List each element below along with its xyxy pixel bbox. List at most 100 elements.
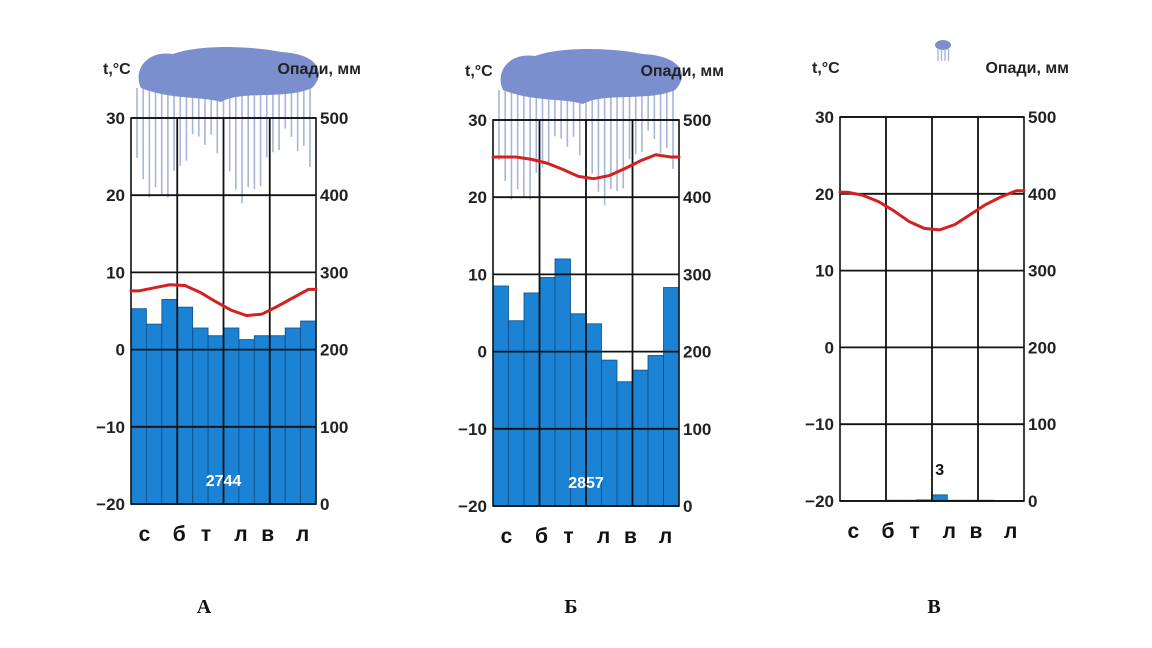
month-label: т: [910, 520, 920, 543]
precip-axis-title: Опади, мм: [277, 61, 361, 78]
precip-axis-title: Опади, мм: [640, 63, 724, 80]
month-label: б: [535, 525, 548, 548]
precip-bar: [508, 320, 525, 507]
precip-tick-label: 0: [1028, 492, 1037, 511]
precip-tick-label: 400: [320, 186, 348, 205]
precip-bar: [146, 323, 163, 505]
precip-bar: [269, 335, 286, 505]
precip-bar: [492, 285, 509, 507]
month-label: т: [201, 523, 211, 546]
temp-tick-label: 20: [815, 185, 834, 204]
month-label: в: [970, 520, 983, 543]
temp-tick-label: 0: [478, 343, 487, 362]
temp-tick-label: −10: [96, 418, 125, 437]
rain-cloud-icon: [136, 47, 319, 204]
temperature-line: [129, 283, 318, 318]
small-cloud-icon: [935, 40, 951, 61]
precip-tick-label: 100: [683, 420, 711, 439]
month-label: б: [882, 520, 895, 543]
temp-tick-label: 30: [468, 111, 487, 130]
plot-frame: [839, 116, 1025, 502]
cloud-shape: [500, 49, 682, 104]
temp-tick-label: 10: [468, 265, 487, 284]
temp-tick-label: 20: [106, 186, 125, 205]
annual-total-label: 2857: [568, 475, 604, 492]
temp-tick-label: 0: [116, 341, 125, 360]
precip-bar: [161, 299, 178, 505]
temp-tick-label: 0: [825, 338, 834, 357]
precip-tick-label: 300: [1028, 262, 1056, 281]
temp-tick-label: −20: [805, 492, 834, 511]
precip-tick-label: 500: [683, 111, 711, 130]
cloud-shape: [138, 47, 319, 102]
rain-cloud-icon: [498, 49, 682, 206]
precip-tick-label: 300: [320, 263, 348, 282]
precip-axis-title: Опади, мм: [985, 60, 1069, 77]
precip-bar: [176, 306, 194, 505]
temp-tick-label: −10: [458, 420, 487, 439]
temp-tick-label: −20: [458, 497, 487, 516]
precip-bar: [300, 320, 317, 505]
month-label: б: [173, 523, 186, 546]
precip-tick-label: 100: [320, 418, 348, 437]
month-label: л: [296, 523, 309, 546]
chart-caption-b: Б: [564, 596, 578, 618]
precip-tick-label: 500: [1028, 108, 1056, 127]
precip-tick-label: 200: [683, 343, 711, 362]
month-label: л: [943, 520, 956, 543]
month-label: в: [624, 525, 637, 548]
temp-tick-label: 10: [106, 263, 125, 282]
chart-caption-c: В: [927, 596, 941, 618]
month-label: л: [659, 525, 672, 548]
grid: [492, 119, 680, 507]
precip-bar: [931, 494, 948, 502]
precip-bar: [601, 359, 618, 507]
precip-bar: [523, 292, 540, 507]
month-label: л: [597, 525, 610, 548]
grid: [839, 116, 1025, 502]
precip-tick-label: 400: [1028, 185, 1056, 204]
precip-bar: [632, 369, 649, 507]
month-label: в: [261, 523, 274, 546]
precip-bar: [554, 258, 571, 507]
temp-axis-title: t,°C: [465, 63, 493, 80]
precip-bar: [647, 355, 664, 507]
precip-tick-label: 300: [683, 265, 711, 284]
precip-tick-label: 100: [1028, 415, 1056, 434]
cloud-shape: [935, 40, 951, 50]
month-label: л: [1004, 520, 1017, 543]
month-label: с: [847, 520, 859, 543]
temp-axis-title: t,°C: [103, 61, 131, 78]
precip-bar: [539, 277, 556, 507]
precip-tick-label: 200: [1028, 338, 1056, 357]
month-label: т: [563, 525, 573, 548]
temp-axis-title: t,°C: [812, 60, 840, 77]
grid: [130, 117, 317, 505]
temp-tick-label: −10: [805, 415, 834, 434]
temp-tick-label: 10: [815, 262, 834, 281]
precip-bar: [663, 287, 680, 507]
precip-tick-label: 400: [683, 188, 711, 207]
month-label: л: [234, 523, 247, 546]
temperature-line: [491, 153, 681, 181]
month-label: с: [501, 525, 513, 548]
temp-tick-label: −20: [96, 495, 125, 514]
precip-bar: [284, 327, 301, 505]
temp-tick-label: 20: [468, 188, 487, 207]
annual-total-label: 3: [935, 462, 944, 479]
annual-total-label: 2744: [206, 473, 242, 490]
plot-frame: [492, 119, 680, 507]
chart-caption-a: А: [196, 596, 212, 618]
temp-tick-label: 30: [815, 108, 834, 127]
month-label: с: [139, 523, 151, 546]
precip-tick-label: 200: [320, 341, 348, 360]
precip-bar: [130, 308, 147, 505]
temp-tick-label: 30: [106, 109, 125, 128]
precip-bar: [616, 381, 633, 507]
precip-tick-label: 0: [320, 495, 329, 514]
precip-bar: [253, 335, 271, 505]
